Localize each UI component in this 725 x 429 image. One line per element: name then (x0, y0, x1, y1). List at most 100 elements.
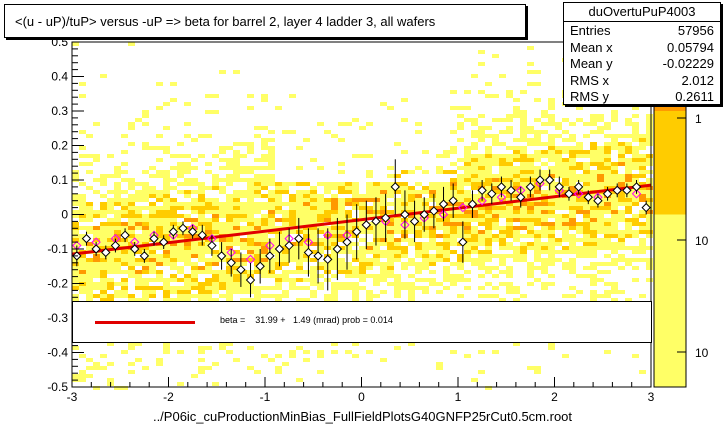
heat-cell (541, 142, 548, 146)
heat-cell (373, 230, 380, 234)
heat-cell (562, 250, 569, 254)
heat-cell (548, 138, 555, 142)
heat-cell (247, 298, 254, 302)
heat-cell (499, 174, 506, 178)
heat-cell (289, 222, 296, 226)
heat-cell (429, 254, 436, 258)
heat-cell (443, 154, 450, 158)
heat-cell (380, 270, 387, 274)
heat-cell (618, 134, 625, 138)
heat-cell (436, 222, 443, 226)
heat-cell (415, 254, 422, 258)
heat-cell (499, 206, 506, 210)
heat-cell (618, 214, 625, 218)
heat-cell (205, 270, 212, 274)
heat-cell (443, 194, 450, 198)
heat-cell (247, 246, 254, 250)
heat-cell (289, 198, 296, 202)
heat-cell (373, 214, 380, 218)
heat-cell (569, 242, 576, 246)
heat-cell (485, 94, 492, 98)
heat-cell (163, 234, 170, 238)
heat-cell (121, 262, 128, 266)
heat-cell (541, 266, 548, 270)
heat-cell (275, 210, 282, 214)
palette-band (654, 214, 686, 224)
heat-cell (373, 238, 380, 242)
heat-cell (499, 238, 506, 242)
heat-cell (331, 134, 338, 138)
heat-cell (261, 274, 268, 278)
heat-cell (373, 278, 380, 282)
heat-cell (310, 186, 317, 190)
heat-cell (254, 210, 261, 214)
heat-cell (604, 150, 611, 154)
heat-cell (380, 222, 387, 226)
heat-cell (177, 166, 184, 170)
heat-cell (618, 178, 625, 182)
heat-cell (135, 210, 142, 214)
heat-cell (604, 146, 611, 150)
heat-cell (604, 222, 611, 226)
heat-cell (268, 210, 275, 214)
heat-cell (212, 226, 219, 230)
heat-cell (499, 170, 506, 174)
heat-cell (646, 226, 653, 230)
heat-cell (240, 194, 247, 198)
heat-cell (541, 190, 548, 194)
heat-cell (583, 206, 590, 210)
heat-cell (149, 222, 156, 226)
heat-cell (520, 258, 527, 262)
heat-cell (541, 198, 548, 202)
heat-cell (443, 254, 450, 258)
heat-cell (135, 278, 142, 282)
heat-cell (457, 174, 464, 178)
heat-cell (156, 234, 163, 238)
heat-cell (478, 206, 485, 210)
heat-cell (114, 210, 121, 214)
heat-cell (373, 262, 380, 266)
heat-cell (492, 226, 499, 230)
heat-cell (506, 230, 513, 234)
heat-cell (205, 250, 212, 254)
heat-cell (275, 354, 282, 358)
heat-cell (548, 226, 555, 230)
heat-cell (233, 142, 240, 146)
heat-cell (562, 238, 569, 242)
heat-cell (394, 182, 401, 186)
heat-cell (499, 190, 506, 194)
heat-cell (646, 234, 653, 238)
heat-cell (387, 270, 394, 274)
heat-cell (282, 258, 289, 262)
heat-cell (142, 238, 149, 242)
heat-cell (569, 174, 576, 178)
heat-cell (345, 214, 352, 218)
heat-cell (142, 218, 149, 222)
heat-cell (520, 182, 527, 186)
heat-cell (485, 150, 492, 154)
heat-cell (184, 246, 191, 250)
heat-cell (443, 190, 450, 194)
stats-value: 0.2611 (675, 89, 714, 104)
heat-cell (100, 206, 107, 210)
heat-cell (541, 114, 548, 118)
heat-cell (142, 190, 149, 194)
heat-cell (478, 214, 485, 218)
heat-cell (149, 262, 156, 266)
heat-cell (289, 286, 296, 290)
heat-cell (632, 174, 639, 178)
black-point (631, 182, 642, 192)
heat-cell (548, 150, 555, 154)
heat-cell (100, 290, 107, 294)
heat-cell (464, 162, 471, 166)
heat-cell (303, 234, 310, 238)
heat-cell (240, 278, 247, 282)
palette-band (654, 292, 686, 302)
heat-cell (429, 246, 436, 250)
heat-cell (548, 202, 555, 206)
heat-cell (198, 226, 205, 230)
heat-cell (359, 258, 366, 262)
heat-cell (555, 158, 562, 162)
heat-cell (457, 226, 464, 230)
heat-cell (261, 146, 268, 150)
